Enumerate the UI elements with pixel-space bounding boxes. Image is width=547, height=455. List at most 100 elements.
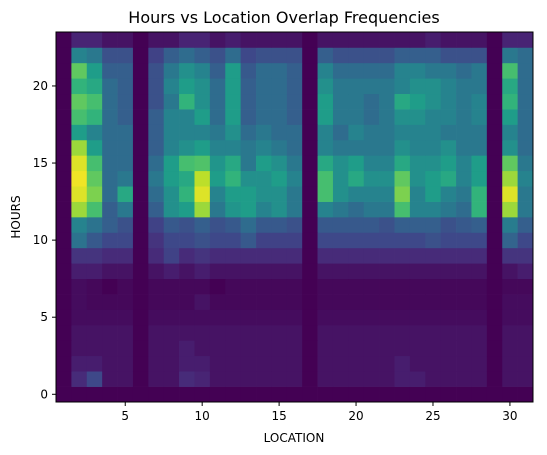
heatmap-cell: [102, 355, 118, 372]
heatmap-cell: [71, 124, 88, 141]
heatmap-cell: [225, 217, 241, 233]
heatmap-cell: [409, 124, 426, 141]
heatmap-cell: [456, 294, 472, 310]
heatmap-cell: [256, 62, 272, 79]
heatmap-cell: [517, 232, 534, 249]
heatmap-cell: [456, 78, 472, 95]
heatmap-cell: [456, 386, 472, 403]
heatmap-cell: [363, 47, 380, 64]
heatmap-cell: [179, 170, 195, 187]
heatmap-cell: [271, 124, 288, 141]
heatmap-cell: [271, 247, 288, 264]
heatmap-cell: [179, 93, 195, 110]
heatmap-cell: [409, 309, 426, 326]
heatmap-cell: [271, 109, 288, 125]
heatmap-cell: [225, 355, 241, 372]
heatmap-cell: [302, 232, 318, 249]
heatmap-cell: [86, 232, 103, 249]
heatmap-cell: [86, 217, 103, 233]
heatmap-cell: [348, 371, 365, 387]
heatmap-cell: [240, 124, 257, 141]
heatmap-cell: [225, 278, 241, 295]
heatmap-cell: [471, 93, 488, 110]
plot-frame: [55, 31, 534, 403]
heatmap-cell: [286, 294, 303, 310]
heatmap-cell: [117, 170, 134, 187]
heatmap-cell: [302, 309, 318, 326]
heatmap-cell: [317, 340, 334, 357]
heatmap-cell: [209, 78, 226, 95]
heatmap-cell: [486, 263, 503, 280]
heatmap-cell: [379, 139, 395, 156]
heatmap-cell: [317, 263, 334, 280]
chart-title: Hours vs Location Overlap Frequencies: [128, 8, 439, 27]
heatmap-cell: [456, 170, 472, 187]
heatmap-cell: [517, 47, 534, 64]
heatmap-cell: [486, 247, 503, 264]
heatmap-cells: [56, 32, 534, 403]
heatmap-cell: [71, 155, 88, 172]
heatmap-cell: [256, 371, 272, 387]
heatmap-cell: [240, 62, 257, 79]
heatmap-cell: [363, 139, 380, 156]
heatmap-cell: [225, 32, 241, 48]
heatmap-cell: [425, 355, 442, 372]
heatmap-cell: [502, 371, 518, 387]
heatmap-cell: [486, 124, 503, 141]
heatmap-cell: [440, 294, 457, 310]
heatmap-cell: [486, 109, 503, 125]
heatmap-cell: [332, 155, 349, 172]
heatmap-cell: [456, 139, 472, 156]
heatmap-cell: [517, 201, 534, 218]
heatmap-cell: [332, 201, 349, 218]
heatmap-cell: [286, 93, 303, 110]
heatmap-cell: [225, 47, 241, 64]
heatmap-cell: [256, 232, 272, 249]
heatmap-cell: [102, 93, 118, 110]
heatmap-cell: [71, 324, 88, 341]
heatmap-cell: [194, 139, 211, 156]
heatmap-cell: [256, 324, 272, 341]
heatmap-cell: [425, 278, 442, 295]
heatmap-cell: [379, 201, 395, 218]
heatmap-cell: [102, 109, 118, 125]
heatmap-cell: [163, 324, 180, 341]
heatmap-cell: [363, 186, 380, 202]
heatmap-cell: [363, 232, 380, 249]
heatmap-cell: [379, 62, 395, 79]
heatmap-cell: [486, 170, 503, 187]
heatmap-cell: [394, 217, 411, 233]
heatmap-cell: [440, 93, 457, 110]
heatmap-cell: [379, 247, 395, 264]
heatmap-cell: [317, 355, 334, 372]
heatmap-cell: [132, 62, 149, 79]
heatmap-cell: [117, 217, 134, 233]
heatmap-cell: [163, 278, 180, 295]
heatmap-cell: [332, 247, 349, 264]
heatmap-cell: [179, 78, 195, 95]
heatmap-cell: [440, 170, 457, 187]
heatmap-cell: [363, 386, 380, 403]
heatmap-cell: [209, 124, 226, 141]
heatmap-cell: [302, 155, 318, 172]
heatmap-cell: [56, 47, 72, 64]
heatmap-cell: [148, 309, 165, 326]
heatmap-cell: [363, 309, 380, 326]
heatmap-cell: [102, 294, 118, 310]
heatmap-cell: [409, 355, 426, 372]
heatmap-cell: [517, 62, 534, 79]
heatmap-cell: [425, 309, 442, 326]
heatmap-cell: [394, 124, 411, 141]
heatmap-cell: [117, 109, 134, 125]
heatmap-cell: [271, 324, 288, 341]
heatmap-cell: [194, 386, 211, 403]
heatmap-cell: [286, 247, 303, 264]
heatmap-cell: [240, 32, 257, 48]
heatmap-cell: [179, 186, 195, 202]
heatmap-cell: [425, 324, 442, 341]
heatmap-cell: [409, 263, 426, 280]
heatmap-cell: [179, 155, 195, 172]
heatmap-cell: [102, 32, 118, 48]
heatmap-cell: [102, 232, 118, 249]
heatmap-cell: [486, 355, 503, 372]
